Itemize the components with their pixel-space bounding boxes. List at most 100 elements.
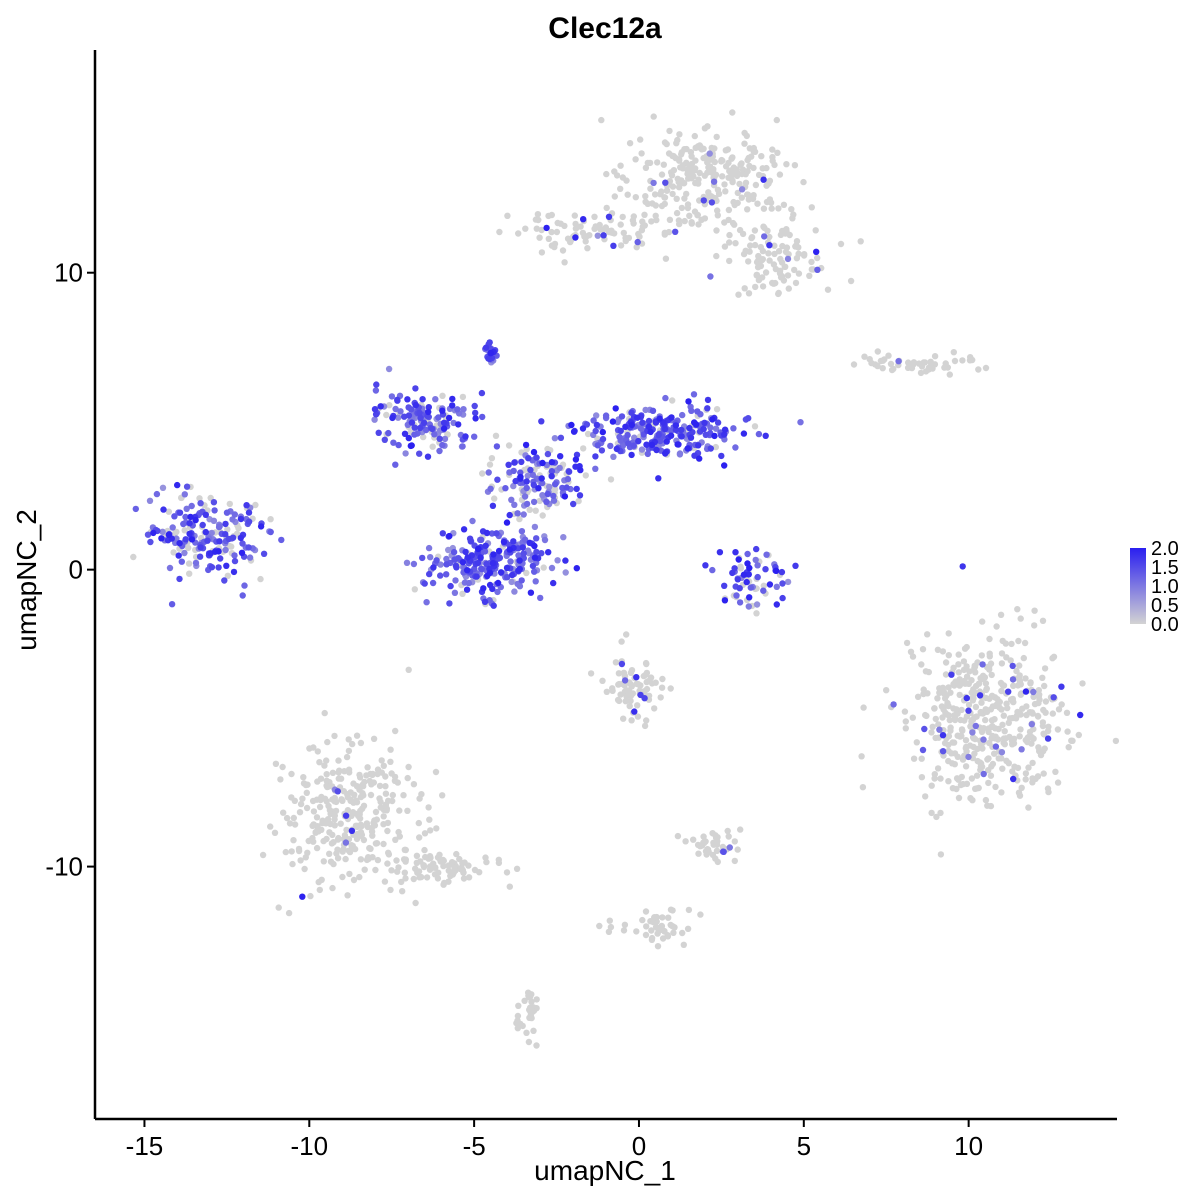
scatter-point bbox=[580, 216, 587, 223]
scatter-point bbox=[505, 442, 513, 449]
scatter-point bbox=[1075, 731, 1083, 739]
scatter-point bbox=[584, 430, 592, 438]
scatter-point bbox=[696, 197, 703, 204]
scatter-point bbox=[639, 223, 646, 230]
scatter-point bbox=[959, 727, 966, 734]
scatter-point bbox=[750, 144, 757, 152]
scatter-point bbox=[618, 660, 626, 668]
y-tick-label: 0 bbox=[69, 555, 83, 585]
scatter-point bbox=[768, 205, 775, 212]
scatter-point bbox=[305, 837, 312, 845]
scatter-point bbox=[480, 585, 487, 592]
scatter-point bbox=[334, 846, 341, 853]
scatter-point bbox=[754, 264, 762, 271]
scatter-point bbox=[385, 851, 393, 858]
scatter-point bbox=[373, 381, 380, 388]
scatter-point bbox=[643, 678, 650, 686]
scatter-point bbox=[554, 219, 561, 227]
scatter-point bbox=[572, 234, 579, 241]
scatter-point bbox=[181, 549, 188, 557]
scatter-point bbox=[216, 538, 223, 545]
scatter-point bbox=[681, 146, 688, 153]
scatter-point bbox=[747, 584, 754, 591]
scatter-point bbox=[795, 250, 802, 257]
scatter-point bbox=[672, 422, 680, 429]
scatter-point bbox=[658, 188, 665, 195]
scatter-point bbox=[377, 403, 384, 410]
scatter-point bbox=[1000, 735, 1007, 742]
scatter-point bbox=[955, 669, 962, 676]
scatter-point bbox=[259, 851, 267, 859]
scatter-point bbox=[662, 450, 669, 457]
scatter-point bbox=[963, 673, 971, 680]
x-axis-ticks: -15 -10 -5 0 5 10 bbox=[126, 1119, 983, 1161]
scatter-point bbox=[779, 594, 786, 602]
scatter-point bbox=[381, 878, 389, 885]
scatter-point bbox=[252, 501, 259, 509]
scatter-point bbox=[277, 776, 284, 783]
scatter-point bbox=[389, 414, 396, 422]
scatter-point bbox=[346, 769, 353, 776]
scatter-point bbox=[688, 220, 695, 227]
scatter-point bbox=[490, 602, 497, 609]
scatter-point bbox=[783, 161, 790, 168]
scatter-point bbox=[429, 579, 437, 587]
scatter-point bbox=[939, 648, 947, 655]
scatter-point bbox=[999, 765, 1006, 772]
scatter-point bbox=[982, 716, 989, 724]
scatter-point bbox=[533, 454, 540, 461]
scatter-point bbox=[1030, 693, 1037, 700]
scatter-point bbox=[410, 781, 418, 788]
scatter-point bbox=[166, 564, 174, 572]
scatter-point bbox=[384, 819, 392, 827]
scatter-point bbox=[751, 241, 759, 249]
scatter-point bbox=[993, 623, 1000, 630]
scatter-point bbox=[459, 443, 466, 450]
scatter-point bbox=[730, 425, 737, 432]
scatter-point bbox=[625, 440, 632, 447]
scatter-point bbox=[576, 492, 584, 499]
scatter-point bbox=[532, 507, 539, 514]
scatter-point bbox=[513, 865, 521, 872]
scatter-point bbox=[609, 418, 617, 425]
scatter-point bbox=[612, 405, 619, 412]
scatter-point bbox=[972, 703, 980, 711]
scatter-point bbox=[459, 559, 467, 566]
scatter-point bbox=[598, 447, 606, 454]
scatter-point bbox=[289, 860, 296, 868]
scatter-point bbox=[808, 204, 815, 211]
scatter-point bbox=[713, 847, 721, 854]
scatter-point bbox=[446, 532, 453, 540]
scatter-point bbox=[231, 552, 238, 559]
scatter-point bbox=[687, 434, 695, 441]
scatter-point bbox=[729, 154, 736, 161]
scatter-point bbox=[297, 800, 305, 808]
scatter-point bbox=[383, 805, 390, 812]
scatter-point bbox=[1016, 677, 1024, 685]
scatter-point bbox=[494, 579, 502, 587]
scatter-point bbox=[634, 702, 641, 709]
scatter-point bbox=[174, 481, 181, 489]
scatter-point bbox=[390, 439, 397, 446]
scatter-point bbox=[323, 835, 330, 843]
scatter-point bbox=[707, 445, 714, 452]
scatter-point bbox=[374, 856, 382, 864]
scatter-point bbox=[605, 213, 613, 220]
scatter-point bbox=[946, 371, 953, 378]
scatter-point bbox=[664, 932, 671, 939]
legend-colorbar bbox=[1130, 548, 1146, 624]
scatter-point bbox=[426, 816, 433, 823]
scatter-point bbox=[682, 838, 689, 845]
scatter-point bbox=[314, 778, 321, 785]
scatter-point bbox=[1034, 713, 1042, 720]
scatter-point bbox=[583, 233, 590, 240]
scatter-point bbox=[702, 848, 710, 855]
scatter-point bbox=[746, 564, 753, 572]
scatter-point bbox=[678, 151, 685, 158]
scatter-point bbox=[340, 788, 347, 795]
scatter-point bbox=[966, 668, 973, 675]
scatter-point bbox=[132, 505, 139, 513]
scatter-point bbox=[188, 536, 196, 543]
scatter-point bbox=[171, 530, 179, 537]
scatter-point bbox=[663, 438, 670, 445]
